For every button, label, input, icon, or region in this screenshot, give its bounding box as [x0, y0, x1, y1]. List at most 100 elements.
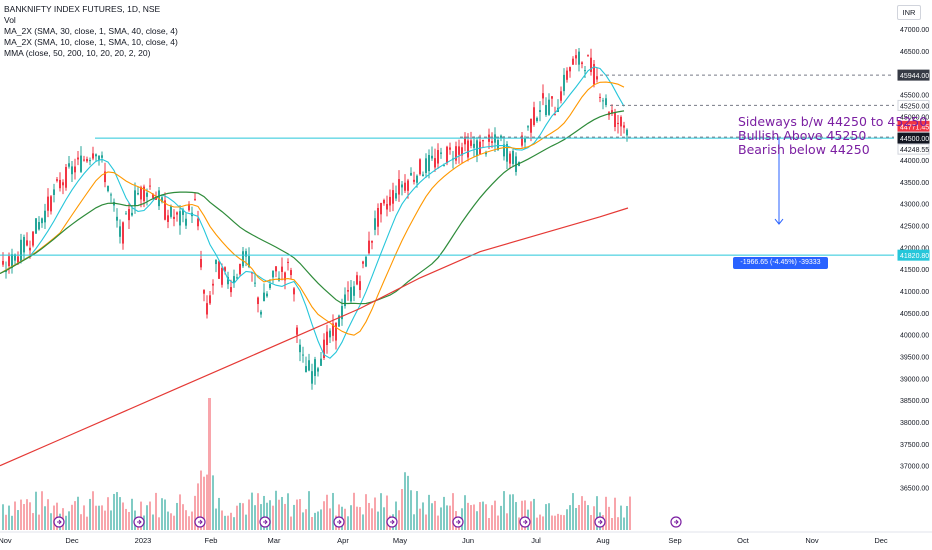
- volume-bar: [350, 505, 352, 530]
- volume-indicator-label[interactable]: Vol: [4, 15, 16, 25]
- symbol-title[interactable]: BANKNIFTY INDEX FUTURES, 1D, NSE: [4, 4, 161, 14]
- candle-body: [176, 212, 178, 215]
- time-axis-label: Sep: [668, 536, 681, 545]
- candle-body: [65, 167, 67, 188]
- mma-indicator-label[interactable]: MMA (close, 50, 200, 10, 20, 20, 2, 20): [4, 48, 151, 58]
- event-marker-icon: [452, 516, 464, 528]
- candle: [380, 202, 382, 223]
- candle-body: [431, 155, 433, 159]
- volume-bar: [332, 492, 334, 530]
- event-marker-icon: [333, 516, 345, 528]
- volume-bar: [566, 509, 568, 530]
- price-tick-label: 47000.00: [900, 27, 929, 34]
- candle-body: [2, 261, 4, 265]
- candle: [80, 146, 82, 173]
- candle-body: [104, 171, 106, 183]
- candle: [266, 291, 268, 298]
- candle: [284, 271, 286, 290]
- volume-bar: [56, 502, 58, 530]
- candle: [125, 210, 127, 215]
- candle: [326, 324, 328, 354]
- price-tag-label: 45250.00: [900, 103, 929, 110]
- volume-bar: [398, 510, 400, 530]
- volume-bar: [536, 517, 538, 530]
- candle: [227, 271, 229, 289]
- ma-30-40-indicator-label[interactable]: MA_2X (SMA, 30, close, 1, SMA, 40, close…: [4, 26, 178, 36]
- volume-bar: [23, 504, 25, 530]
- volume-bar: [83, 505, 85, 530]
- candle-body: [224, 267, 226, 272]
- price-tick-label: 36500.00: [900, 486, 929, 493]
- volume-bar: [188, 516, 190, 530]
- candle-body: [407, 180, 409, 191]
- volume-bar: [617, 517, 619, 530]
- volume-bar: [299, 499, 301, 530]
- candle-body: [197, 218, 199, 227]
- price-tag-box: [897, 120, 930, 132]
- candle-body: [128, 209, 130, 221]
- candle: [263, 283, 265, 302]
- price-tick-label: 42000.00: [900, 245, 929, 252]
- candle: [362, 260, 364, 269]
- candle-body: [377, 207, 379, 227]
- candle: [392, 182, 394, 212]
- candle-body: [503, 144, 505, 157]
- candle-body: [620, 116, 622, 127]
- candle: [581, 61, 583, 69]
- candle-body: [395, 193, 397, 199]
- candle: [458, 139, 460, 164]
- candle: [74, 158, 76, 180]
- volume-bar: [485, 504, 487, 530]
- candle: [353, 281, 355, 302]
- volume-bar: [269, 500, 271, 530]
- candle: [86, 156, 88, 163]
- candle-body: [290, 270, 292, 276]
- volume-bar: [362, 514, 364, 530]
- candle-body: [512, 150, 514, 164]
- candle: [239, 263, 241, 277]
- annotation-bullish[interactable]: Bullish Above 45250: [738, 128, 867, 143]
- candle-body: [341, 306, 343, 320]
- candle: [101, 151, 103, 163]
- volume-bar: [464, 495, 466, 530]
- measure-arrow-head: [774, 218, 784, 225]
- candle: [290, 267, 292, 280]
- candle: [554, 106, 556, 116]
- candle-body: [428, 154, 430, 172]
- candle-body: [359, 281, 361, 291]
- candle-body: [227, 277, 229, 285]
- candle-body: [218, 261, 220, 279]
- candle-body: [161, 197, 163, 202]
- candle: [161, 195, 163, 204]
- price-tick-label: 40500.00: [900, 311, 929, 318]
- ma-10-10-indicator-label[interactable]: MA_2X (SMA, 10, close, 1, SMA, 10, close…: [4, 37, 178, 47]
- annotation-sideways[interactable]: Sideways b/w 44250 to 45250: [738, 114, 928, 129]
- volume-bar: [437, 515, 439, 530]
- candle-body: [485, 151, 487, 155]
- annotation-bearish[interactable]: Bearish below 44250: [738, 142, 870, 157]
- volume-bar: [26, 499, 28, 530]
- volume-bar: [572, 493, 574, 530]
- candle: [542, 84, 544, 106]
- candle-body: [440, 152, 442, 154]
- candle-body: [203, 290, 205, 294]
- candle-body: [122, 222, 124, 244]
- volume-bar: [275, 490, 277, 530]
- candle-body: [143, 186, 145, 202]
- volume-bar: [41, 491, 43, 530]
- volume-bar: [101, 505, 103, 530]
- candle: [350, 280, 352, 304]
- candle-body: [368, 240, 370, 254]
- volume-bar: [473, 504, 475, 530]
- candle-body: [260, 311, 262, 315]
- event-marker-arrow: [390, 519, 395, 525]
- candle-body: [413, 179, 415, 182]
- currency-button[interactable]: INR: [897, 5, 921, 20]
- candle: [173, 209, 175, 227]
- price-tick-label: 42500.00: [900, 224, 929, 231]
- price-range-measure-label[interactable]: -1966.65 (-4.45%) -39333: [733, 257, 828, 269]
- candle-body: [422, 174, 424, 177]
- candle-body: [317, 368, 319, 372]
